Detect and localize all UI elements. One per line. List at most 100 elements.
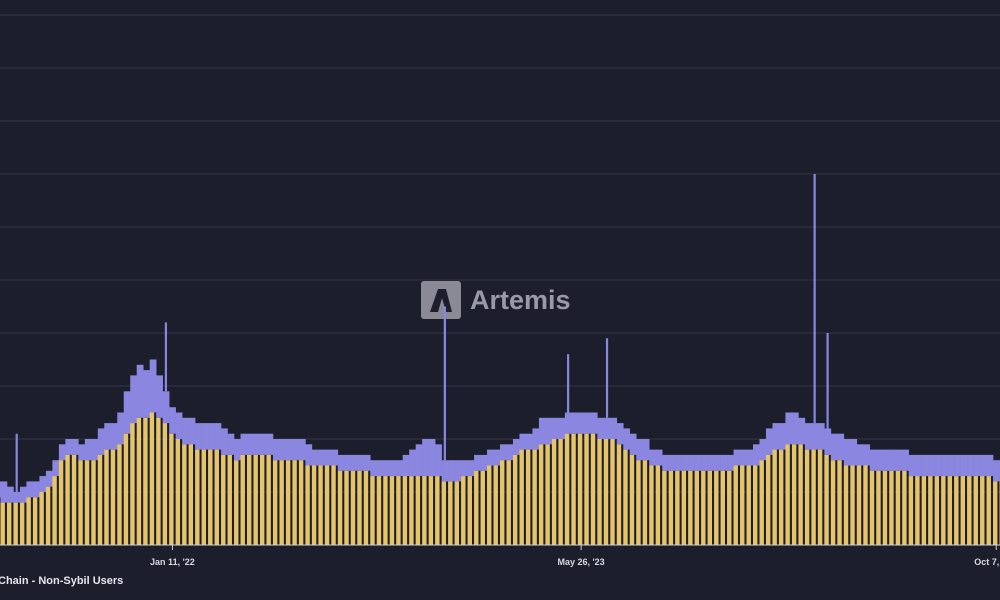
bar-segment-non-sybil [13, 502, 18, 545]
bar-segment-non-sybil [538, 444, 544, 545]
bar-segment-total [506, 444, 514, 461]
bar-segment-non-sybil [272, 460, 278, 545]
bar-segment-total [662, 454, 669, 471]
bar-segment-non-sybil [39, 492, 44, 545]
bars [0, 359, 1000, 545]
bar-segment-total [701, 454, 708, 471]
bar-segment-total [0, 481, 1, 498]
bar-segment-total [986, 454, 994, 477]
bar-segment-non-sybil [247, 454, 252, 545]
bar-segment-non-sybil [188, 444, 194, 545]
bar-segment-non-sybil [415, 476, 421, 545]
bar-segment-non-sybil [532, 449, 537, 545]
bar-segment-non-sybil [837, 460, 842, 545]
bar-segment-non-sybil [52, 476, 57, 545]
bar-segment-total [311, 449, 319, 466]
bar-segment-total [182, 417, 189, 445]
bar-segment-total [428, 439, 436, 477]
bar-segment-non-sybil [623, 449, 628, 545]
bar-segment-total [759, 439, 767, 461]
bar-segment-total [272, 439, 280, 461]
bar-segment-non-sybil [954, 476, 959, 545]
bar-segment-total [110, 423, 118, 450]
bar-segment-total [396, 460, 403, 477]
bar-segment-total [71, 439, 79, 455]
bar-segment-total [843, 439, 851, 466]
bar-segment-total [889, 449, 897, 471]
bar-segment-total [448, 460, 455, 482]
bar-segment-total [824, 428, 832, 455]
bar-segment-total [623, 428, 631, 450]
bar-segment-non-sybil [409, 476, 414, 545]
bar-segment-total [52, 460, 60, 477]
bar-segment-non-sybil [402, 476, 408, 545]
bar-segment-non-sybil [298, 460, 304, 545]
bar-segment-total [655, 449, 663, 466]
bar-segment-total [415, 444, 423, 477]
artemis-logo-glyph [430, 289, 452, 312]
bar-segment-non-sybil [850, 465, 855, 545]
bar-segment-non-sybil [707, 470, 713, 545]
bar-segment-total [117, 412, 125, 445]
bar-segment-non-sybil [143, 417, 148, 545]
bar-segment-non-sybil [668, 470, 674, 545]
bar-segment-non-sybil [58, 460, 64, 545]
bar-segment-non-sybil [259, 454, 265, 545]
bar-segment-total [13, 492, 21, 503]
bar-segment-total [597, 417, 605, 439]
bar-segment-total [195, 423, 202, 450]
bar-segment-total [383, 460, 391, 477]
bar-segment-non-sybil [182, 444, 187, 545]
bar-segment-total [551, 417, 559, 439]
bar-segment-total [856, 444, 864, 466]
bar-segment-non-sybil [435, 476, 440, 545]
bar-segment-total [318, 449, 326, 466]
bar-segment-non-sybil [422, 476, 427, 545]
bar-segment-non-sybil [616, 444, 622, 545]
bar-segment-non-sybil [655, 465, 661, 545]
bar-segment-total [104, 423, 112, 450]
bar-segment-non-sybil [318, 465, 323, 545]
bar-segment-total [91, 439, 99, 461]
bar-segment-total [778, 423, 786, 450]
bar-segment-total [143, 370, 150, 418]
bar-segment-total [564, 412, 572, 434]
bar-segment-total [993, 460, 1000, 482]
bar-segment-total [247, 433, 254, 455]
bar-segment-total [130, 375, 138, 424]
bar-segment-total [603, 417, 611, 439]
bar-segment-total [837, 433, 845, 461]
bar-segment-total [422, 439, 429, 477]
bar-segment-total [915, 454, 922, 477]
bar-segment-total [895, 449, 903, 471]
bar-segment-total [675, 454, 682, 471]
bar-segment-total [58, 444, 66, 461]
bar-segment-total [928, 454, 935, 477]
bar-segment-total [370, 460, 378, 477]
bar-segment-total [0, 481, 8, 503]
bar-segment-total [493, 449, 501, 466]
bar-segment-total [84, 439, 92, 461]
bar-segment-non-sybil [889, 470, 894, 545]
bar-segment-non-sybil [714, 470, 719, 545]
bar-segment-total [324, 449, 332, 466]
bar-segment-non-sybil [454, 481, 460, 545]
bar-segment-non-sybil [123, 433, 129, 545]
bar-segment-total [688, 454, 695, 471]
bar-segment-non-sybil [305, 465, 310, 545]
bar-segment-non-sybil [610, 439, 615, 545]
bar-segment-total [188, 417, 196, 445]
bar-segment-non-sybil [441, 481, 447, 545]
bar-segment-total [234, 439, 241, 461]
artemis-watermark: Artemis [421, 281, 571, 319]
bar-segment-non-sybil [324, 465, 330, 545]
bar-segment-non-sybil [921, 476, 927, 545]
bar-segment-total [78, 444, 86, 461]
bar-segment-total [921, 454, 929, 477]
bar-segment-total [538, 417, 546, 445]
bar-segment-non-sybil [195, 449, 200, 545]
bar-segment-non-sybil [467, 476, 472, 545]
bar-segment-non-sybil [156, 417, 161, 545]
bar-segment-non-sybil [895, 470, 901, 545]
bar-segment-non-sybil [915, 476, 920, 545]
